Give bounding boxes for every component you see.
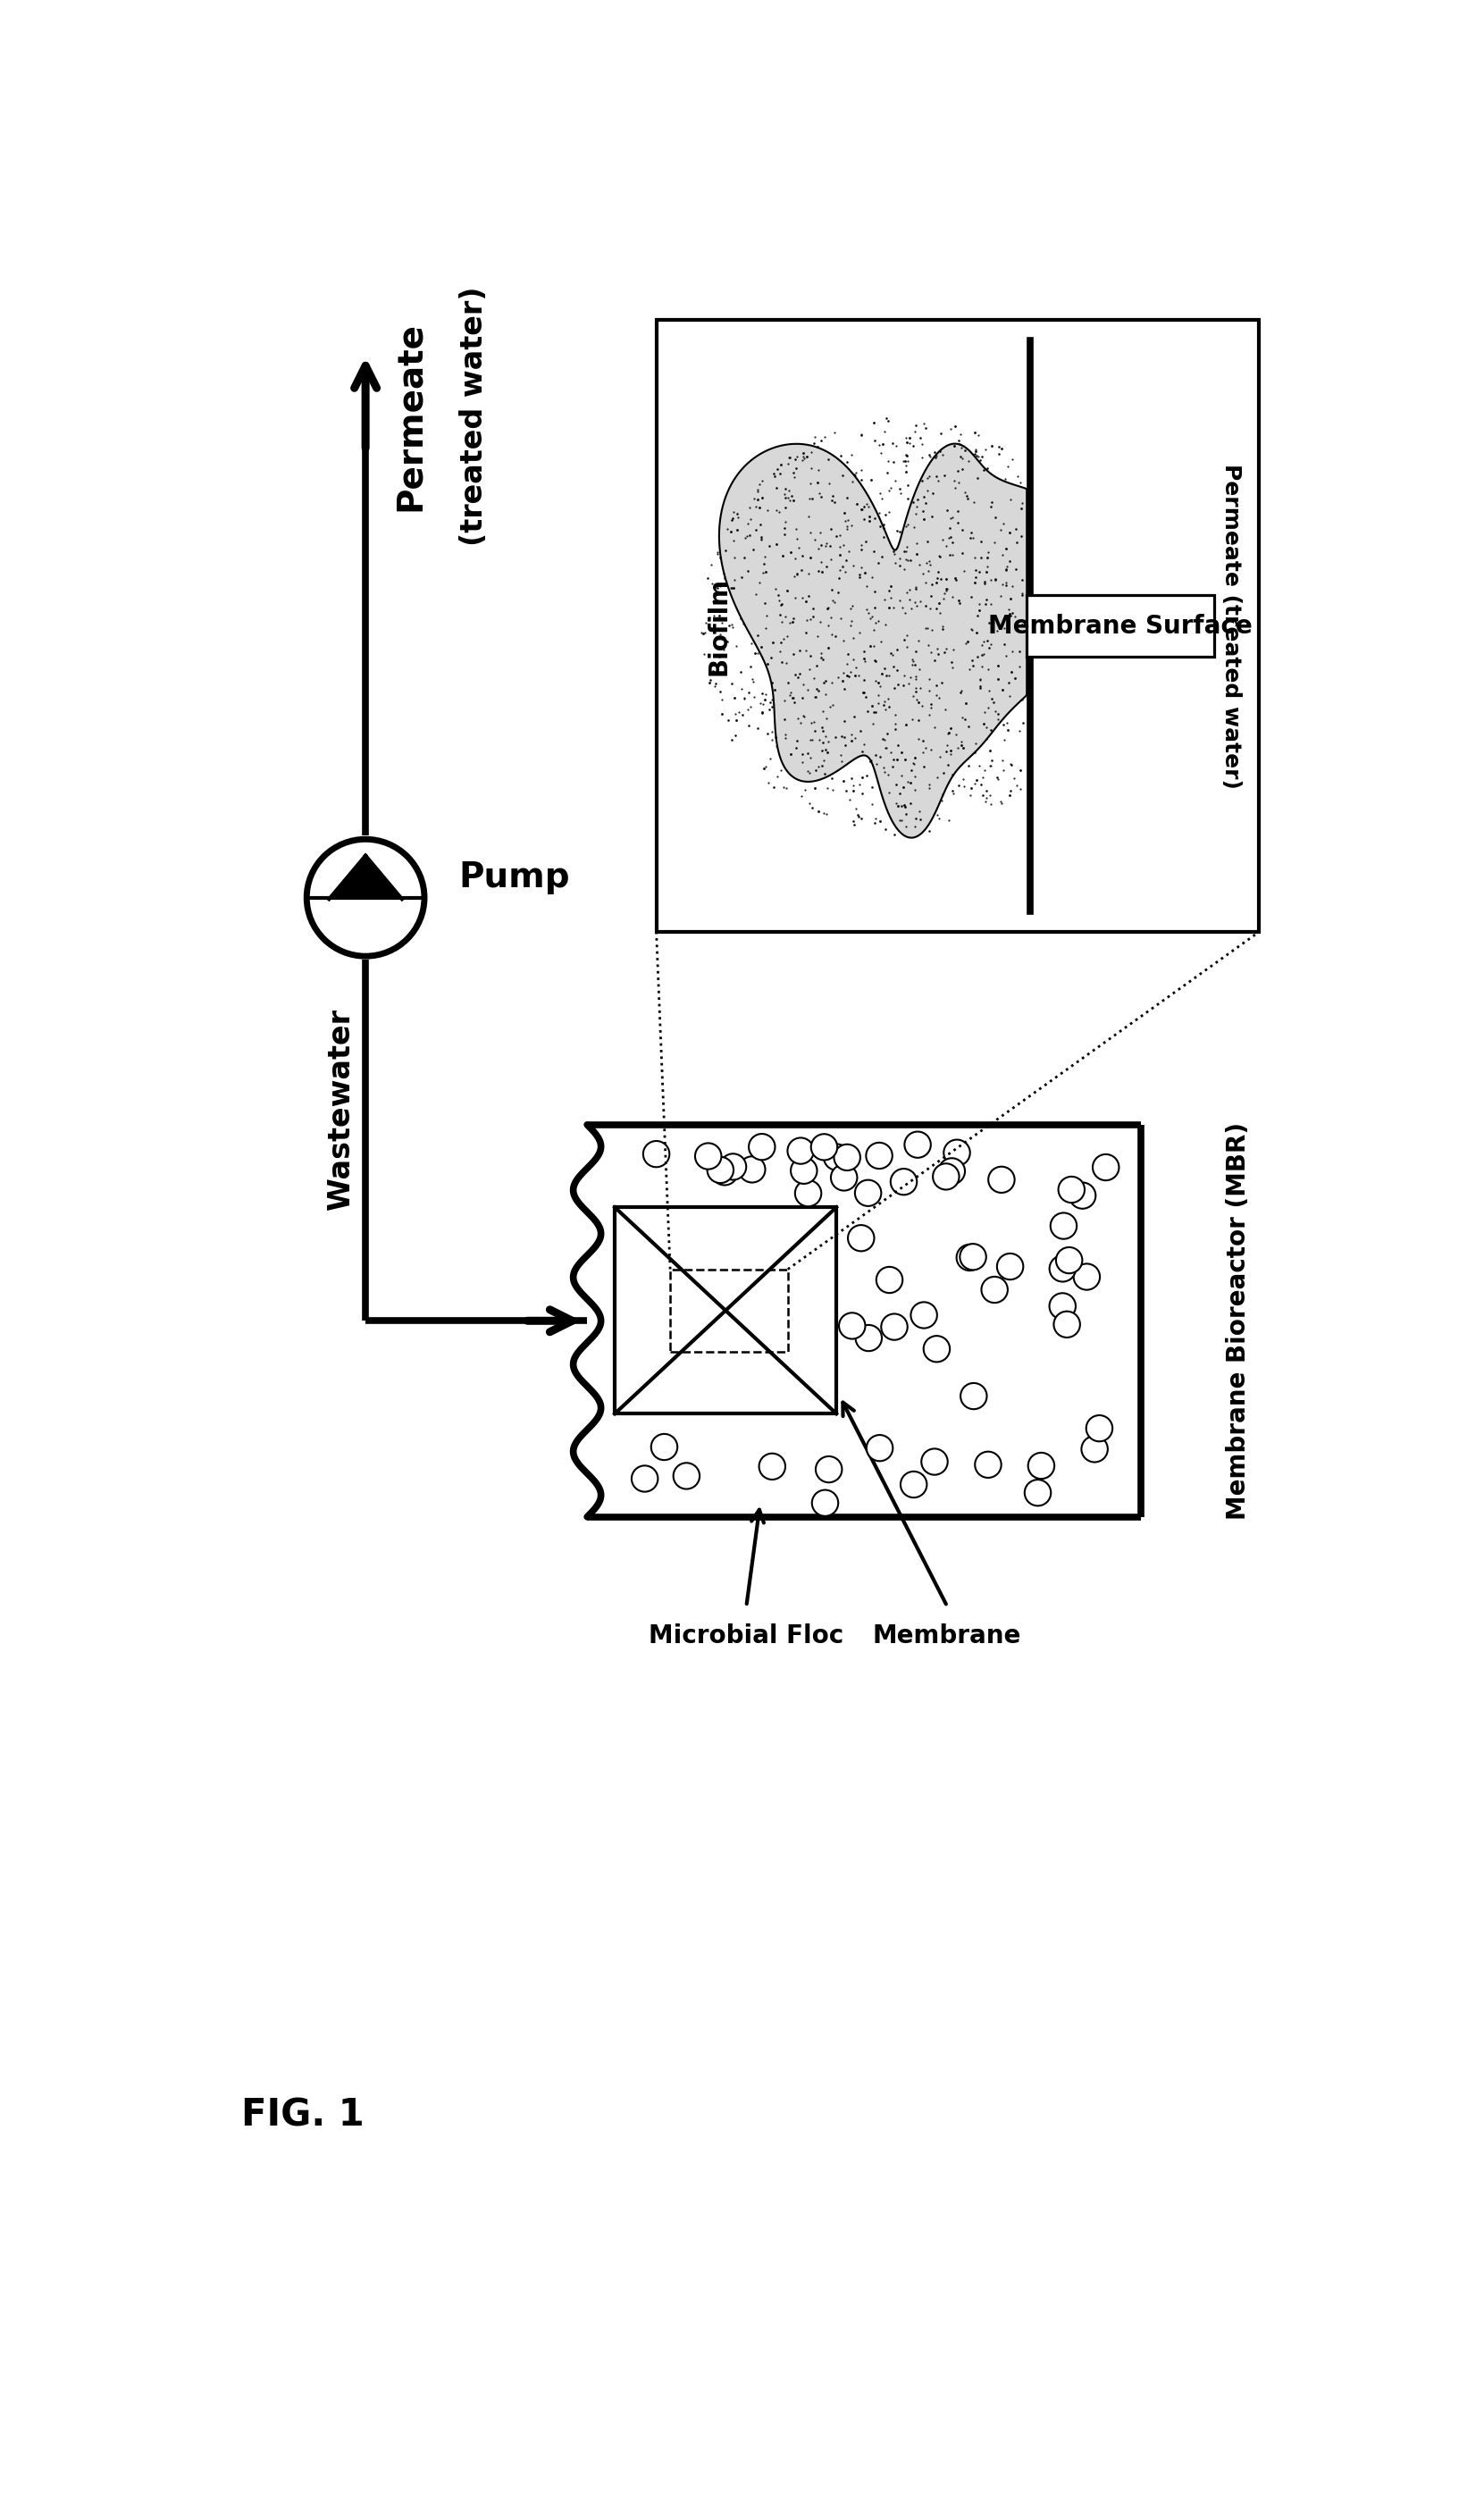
- Circle shape: [711, 1160, 738, 1185]
- Circle shape: [960, 1243, 987, 1271]
- Circle shape: [810, 1135, 837, 1160]
- Bar: [671, 1268, 788, 1351]
- Circle shape: [890, 1170, 917, 1195]
- Circle shape: [758, 1454, 785, 1479]
- Circle shape: [1049, 1293, 1076, 1318]
- Text: Biofilm: Biofilm: [706, 576, 732, 674]
- Circle shape: [867, 1142, 892, 1170]
- Circle shape: [307, 840, 424, 956]
- Text: FIG. 1: FIG. 1: [240, 2096, 364, 2134]
- Circle shape: [901, 1472, 928, 1497]
- Circle shape: [812, 1489, 838, 1517]
- Circle shape: [1092, 1155, 1119, 1180]
- Circle shape: [1057, 1248, 1082, 1273]
- Circle shape: [838, 1313, 865, 1339]
- Circle shape: [957, 1245, 982, 1271]
- Circle shape: [791, 1157, 818, 1183]
- Circle shape: [847, 1225, 874, 1250]
- Circle shape: [997, 1253, 1024, 1281]
- Polygon shape: [720, 443, 1027, 838]
- Circle shape: [876, 1268, 902, 1293]
- Circle shape: [1051, 1213, 1077, 1238]
- Circle shape: [708, 1157, 733, 1183]
- Circle shape: [816, 1457, 841, 1482]
- Text: Pump: Pump: [459, 860, 570, 893]
- Circle shape: [981, 1276, 1008, 1303]
- Circle shape: [749, 1135, 775, 1160]
- Circle shape: [855, 1326, 881, 1351]
- Text: Membrane Surface: Membrane Surface: [988, 614, 1252, 639]
- Circle shape: [720, 1155, 746, 1180]
- Circle shape: [788, 1137, 813, 1165]
- Circle shape: [933, 1162, 959, 1190]
- Circle shape: [1082, 1437, 1107, 1462]
- Text: Permeate (treated water): Permeate (treated water): [1220, 463, 1242, 788]
- Circle shape: [831, 1165, 858, 1190]
- Circle shape: [1028, 1452, 1054, 1479]
- Text: Permeate: Permeate: [393, 322, 427, 511]
- Circle shape: [911, 1303, 936, 1328]
- Circle shape: [739, 1157, 766, 1183]
- Circle shape: [975, 1452, 1002, 1477]
- Circle shape: [643, 1140, 669, 1167]
- Circle shape: [824, 1145, 850, 1170]
- Circle shape: [867, 1434, 893, 1462]
- Circle shape: [1058, 1177, 1085, 1203]
- Circle shape: [1070, 1183, 1095, 1208]
- Text: Membrane Bioreactor (MBR): Membrane Bioreactor (MBR): [1226, 1122, 1251, 1520]
- Bar: [1027, 594, 1214, 657]
- Text: Wastewater: Wastewater: [326, 1009, 356, 1210]
- Circle shape: [795, 1180, 821, 1205]
- Text: Membrane: Membrane: [873, 1623, 1021, 1648]
- Bar: [656, 320, 1258, 931]
- Circle shape: [674, 1462, 699, 1489]
- Circle shape: [988, 1167, 1015, 1193]
- Circle shape: [922, 1449, 948, 1474]
- Circle shape: [960, 1384, 987, 1409]
- Text: Microbial Floc: Microbial Floc: [649, 1623, 844, 1648]
- Circle shape: [1086, 1417, 1113, 1442]
- Circle shape: [923, 1336, 950, 1361]
- Circle shape: [632, 1467, 657, 1492]
- Circle shape: [1049, 1255, 1076, 1281]
- Circle shape: [944, 1140, 971, 1165]
- Polygon shape: [329, 855, 402, 898]
- Text: (treated water): (treated water): [459, 287, 488, 546]
- Circle shape: [1073, 1263, 1100, 1291]
- Circle shape: [881, 1313, 908, 1341]
- Circle shape: [834, 1145, 861, 1170]
- Circle shape: [939, 1157, 965, 1185]
- Circle shape: [905, 1132, 930, 1157]
- Circle shape: [651, 1434, 677, 1459]
- Circle shape: [1024, 1479, 1051, 1505]
- Circle shape: [1054, 1311, 1080, 1339]
- Bar: [614, 1208, 837, 1414]
- Circle shape: [695, 1142, 721, 1170]
- Circle shape: [855, 1180, 881, 1205]
